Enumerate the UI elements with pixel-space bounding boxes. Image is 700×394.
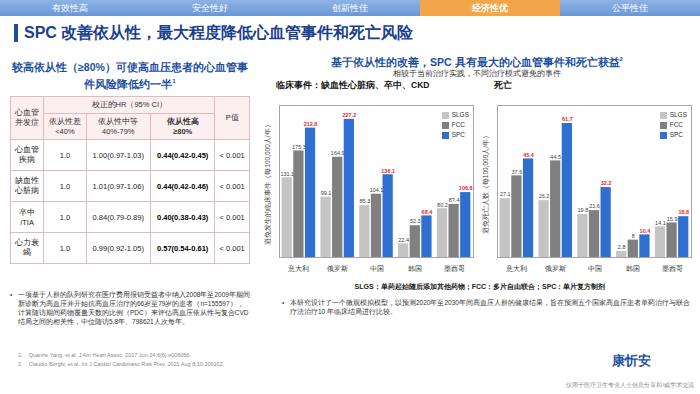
svg-text:2.8: 2.8: [618, 244, 626, 250]
svg-text:中国: 中国: [588, 265, 602, 272]
svg-text:175.3: 175.3: [292, 144, 306, 150]
html-text:1. Quanhe Yang, et al. J Am He: 1. Quanhe Yang, et al. J Am Heart Assoc.…: [18, 352, 192, 358]
html-text:避免发生的临床事件（每100,000人/年）: 避免发生的临床事件（每100,000人/年）: [264, 121, 271, 245]
svg-text:85.3: 85.3: [360, 198, 371, 204]
html-text:创新性佳: 创新性佳: [332, 3, 368, 13]
html-text:缺血性 心脏病: 缺血性 心脏病: [15, 176, 40, 195]
html-text:基于依从性的改善，SPC 具有最大的心血管事件和死亡获益: 基于依从性的改善，SPC 具有最大的心血管事件和死亡获益: [331, 55, 620, 68]
html-text:SLGS：单药起始随后添加其他药物；FCC：多片自由联合；S: SLGS：单药起始随后添加其他药物；FCC：多片自由联合；SPC：单片复方制剂: [354, 283, 606, 290]
svg-text:87.4: 87.4: [449, 197, 460, 203]
html-text:依从性中等 40%-79%: 依从性中等 40%-79%: [98, 117, 139, 136]
html-text:SPC: SPC: [669, 131, 683, 138]
svg-text:26.2: 26.2: [539, 193, 550, 199]
html-text:0.40(0.38-0.43): 0.40(0.38-0.43): [157, 212, 209, 222]
html-text:< 0.001: < 0.001: [219, 243, 245, 253]
html-text:P值: P值: [225, 113, 239, 122]
html-text:经济性优: 经济性优: [472, 3, 508, 13]
svg-text:中国: 中国: [370, 265, 384, 272]
svg-text:墨西哥: 墨西哥: [444, 265, 465, 272]
svg-text:18.8: 18.8: [678, 209, 689, 215]
svg-text:131.1: 131.1: [280, 171, 294, 177]
svg-text:韩国: 韩国: [626, 265, 640, 272]
svg-text:37.6: 37.6: [512, 169, 523, 175]
html-text:仅用于医疗卫生专业人士信息分享和/或学术交流: 仅用于医疗卫生专业人士信息分享和/或学术交流: [566, 382, 694, 388]
html-text:有效性高: 有效性高: [52, 3, 88, 13]
svg-text:106.8: 106.8: [459, 185, 473, 191]
html-text:康忻安: 康忻安: [612, 353, 651, 368]
svg-text:意大利: 意大利: [287, 265, 309, 272]
svg-text:136.1: 136.1: [381, 168, 395, 174]
svg-text:80.2: 80.2: [437, 201, 448, 207]
svg-text:10.4: 10.4: [640, 228, 652, 234]
html-text:1.0: 1.0: [59, 181, 71, 191]
html-text:1.0: 1.0: [59, 212, 71, 222]
svg-text:104.1: 104.1: [370, 187, 384, 193]
html-text:1.01(0.97-1.06): 1.01(0.97-1.06): [92, 181, 144, 191]
svg-text:14.1: 14.1: [655, 220, 666, 226]
html-text:< 0.001: < 0.001: [219, 181, 245, 191]
svg-text:19.8: 19.8: [578, 207, 589, 213]
svg-text:墨西哥: 墨西哥: [662, 265, 683, 272]
html-text:SLGS: SLGS: [451, 111, 469, 118]
html-text:卒中 /TIA: 卒中 /TIA: [19, 207, 36, 227]
html-text:0.57(0.54-0.61): 0.57(0.54-0.61): [157, 243, 209, 253]
html-text:FCC: FCC: [451, 121, 465, 128]
svg-text:15.9: 15.9: [667, 216, 678, 222]
html-text:1: 1: [172, 78, 176, 84]
html-text:SPC 改善依从性，最大程度降低心血管事件和死亡风险: SPC 改善依从性，最大程度降低心血管事件和死亡风险: [24, 24, 414, 41]
html-text:< 0.001: < 0.001: [219, 150, 245, 160]
svg-text:俄罗斯: 俄罗斯: [545, 265, 566, 272]
html-text:相较于当前治疗实践，不同治疗模式避免的事件: 相较于当前治疗实践，不同治疗模式避免的事件: [393, 69, 561, 78]
svg-text:227.2: 227.2: [342, 112, 356, 118]
html-text:校正的HR（95% CI）: 校正的HR（95% CI）: [91, 100, 167, 109]
svg-text:164.9: 164.9: [331, 150, 345, 156]
svg-text:212.8: 212.8: [304, 121, 318, 127]
html-text:死亡: 死亡: [494, 80, 512, 90]
svg-text:意大利: 意大利: [505, 265, 527, 272]
svg-text:22.4: 22.4: [398, 237, 409, 243]
svg-text:32.2: 32.2: [601, 180, 612, 186]
svg-text:45.4: 45.4: [523, 152, 535, 158]
html-text:心力衰 竭: 心力衰 竭: [15, 238, 40, 257]
svg-text:8: 8: [632, 233, 635, 239]
html-text:公平性佳: 公平性佳: [612, 3, 648, 13]
svg-text:27.1: 27.1: [500, 191, 511, 197]
svg-text:俄罗斯: 俄罗斯: [327, 265, 348, 272]
html-text:心血管 并发症: 心血管 并发症: [15, 108, 40, 127]
html-text:心血管 疾病: 心血管 疾病: [15, 145, 40, 164]
html-text:< 0.001: < 0.001: [219, 212, 245, 222]
html-text:临床事件：缺血性心脏病、卒中、CKD: 临床事件：缺血性心脏病、卒中、CKD: [276, 80, 430, 90]
html-text:1.0: 1.0: [59, 150, 71, 160]
svg-text:61.7: 61.7: [562, 116, 573, 122]
html-text:0.99(0.92-1.05): 0.99(0.92-1.05): [92, 243, 144, 253]
html-text:较高依从性（≥80%）可使高血压患者的心血管事件风险降低约一: 较高依从性（≥80%）可使高血压患者的心血管事件风险降低约一半: [12, 61, 248, 90]
html-text:1.00(0.97-1.03): 1.00(0.97-1.03): [92, 150, 144, 160]
svg-text:68.4: 68.4: [422, 209, 434, 215]
html-text:一项基于人群的队列研究在医疗费用报销受益者中纳入2008年至: 一项基于人群的队列研究在医疗费用报销受益者中纳入2008年至2009年期间新诊断…: [18, 291, 250, 325]
html-text:依从性高 ≥80%: 依从性高 ≥80%: [166, 117, 199, 136]
html-text:SLGS: SLGS: [669, 111, 687, 118]
svg-text:99.1: 99.1: [321, 190, 332, 196]
svg-text:52.3: 52.3: [410, 218, 421, 224]
html-text:FCC: FCC: [669, 121, 683, 128]
svg-text:21.6: 21.6: [589, 203, 600, 209]
html-text:0.44(0.42-0.45): 0.44(0.42-0.45): [157, 150, 209, 160]
html-text:0.84(0.79-0.89): 0.84(0.79-0.89): [92, 212, 144, 222]
html-text:避免死亡人数（每100,000人/年）: 避免死亡人数（每100,000人/年）: [482, 131, 489, 235]
html-text:本研究设计了一个微观模拟模型，以预测2020年至2030年间: 本研究设计了一个微观模拟模型，以预测2020年至2030年间高血压人群的健康结果…: [290, 299, 690, 315]
html-text:依从性差 <40%: 依从性差 <40%: [48, 117, 81, 136]
html-text:SPC: SPC: [451, 131, 465, 138]
html-text:2: 2: [619, 56, 623, 62]
html-text:安全性好: 安全性好: [192, 3, 228, 13]
svg-text:韩国: 韩国: [408, 265, 422, 272]
svg-text:44.5: 44.5: [550, 154, 561, 160]
html-text:0.44(0.42-0.46): 0.44(0.42-0.46): [157, 181, 209, 191]
html-text:2. Claudio Borghi, et al. Int: 2. Claudio Borghi, et al. Int J Cardiol …: [18, 361, 225, 367]
html-text:1.0: 1.0: [59, 243, 71, 253]
